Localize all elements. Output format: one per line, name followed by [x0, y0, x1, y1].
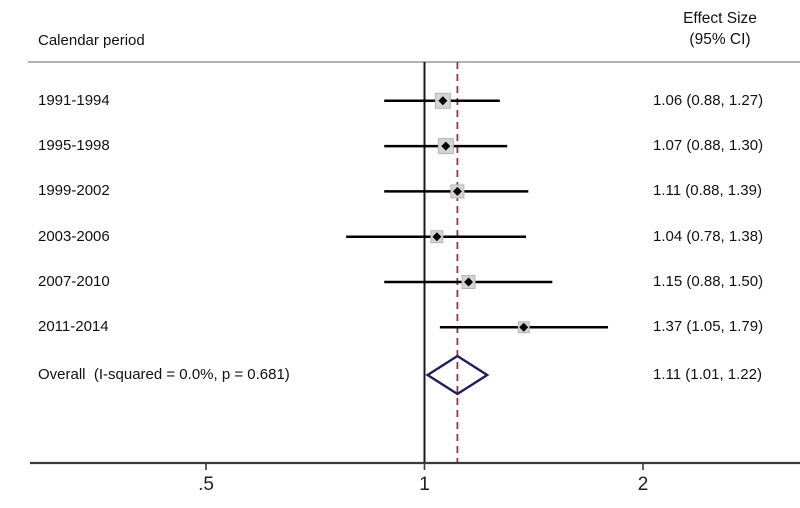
effect-size-value-overall: 1.11 (1.01, 1.22) [653, 366, 762, 383]
point-estimate-marker-1995-1998 [441, 141, 451, 151]
point-estimate-marker-2003-2006 [432, 232, 442, 242]
row-label-2003-2006: 2003-2006 [38, 227, 110, 245]
row-label-2007-2010: 2007-2010 [38, 273, 110, 290]
effect-size-value-1995-1998: 1.07 (0.88, 1.30) [653, 137, 764, 155]
column-header-effect-line1: Effect Size [683, 10, 757, 27]
x-axis-tick-label-.5: .5 [198, 474, 214, 495]
point-estimate-marker-2007-2010 [464, 277, 474, 287]
column-header-study: Calendar period [38, 32, 145, 49]
row-label-1999-2002: 1999-2002 [38, 182, 110, 200]
effect-size-value-2011-2014: 1.37 (1.05, 1.79) [653, 318, 764, 336]
row-label-1995-1998: 1995-1998 [38, 137, 110, 155]
point-estimate-marker-1991-1994 [438, 96, 448, 106]
row-label-overall: Overall (I-squared = 0.0%, p = 0.681) [38, 366, 290, 383]
x-axis-tick-label-2: 2 [637, 474, 649, 495]
effect-size-value-2007-2010: 1.15 (0.88, 1.50) [653, 273, 764, 290]
row-label-1991-1994: 1991-1994 [38, 91, 110, 109]
effect-size-value-2003-2006: 1.04 (0.78, 1.38) [653, 227, 764, 245]
column-header-effect: Effect Size (95% CI) [640, 8, 800, 50]
row-label-2011-2014: 2011-2014 [38, 318, 109, 336]
effect-size-value-1999-2002: 1.11 (0.88, 1.39) [653, 182, 762, 200]
overall-diamond [425, 354, 490, 396]
x-axis-tick-label-1: 1 [419, 474, 430, 495]
point-estimate-marker-2011-2014 [519, 322, 529, 332]
effect-size-value-1991-1994: 1.06 (0.88, 1.27) [653, 91, 764, 109]
column-header-effect-line2: (95% CI) [689, 31, 751, 48]
point-estimate-marker-1999-2002 [452, 186, 462, 196]
